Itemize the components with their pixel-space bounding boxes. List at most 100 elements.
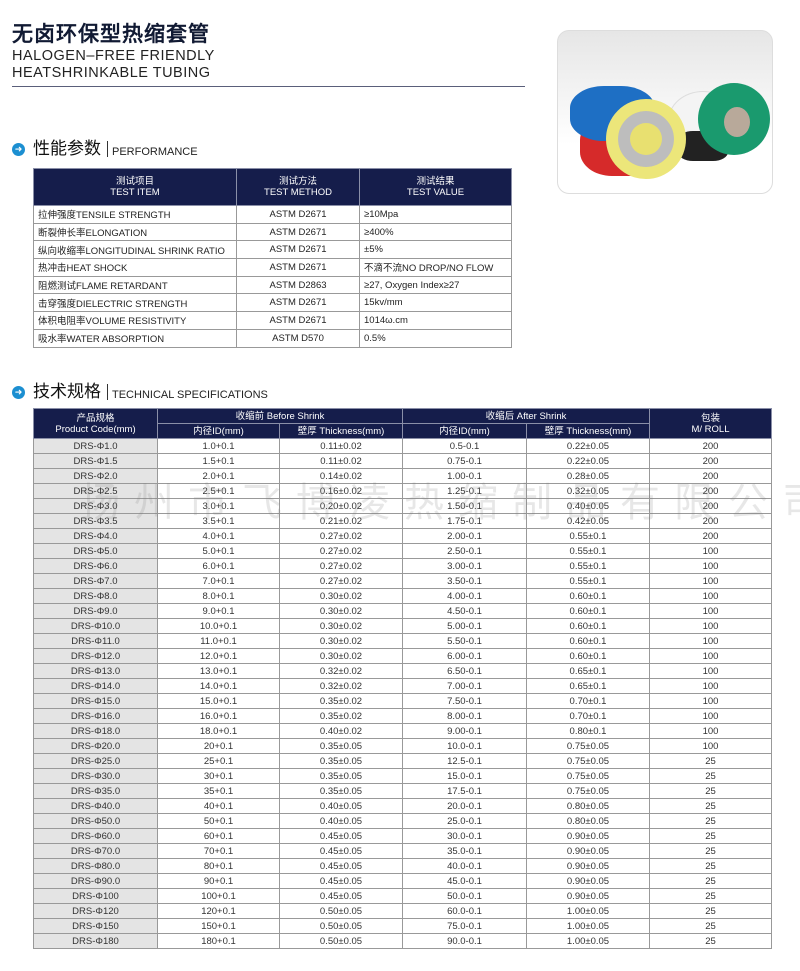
table-cell: 0.75±0.05 <box>526 738 650 754</box>
page-title: 无卤环保型热缩套管 <box>12 22 210 46</box>
table-cell: 5.50-0.1 <box>402 633 527 649</box>
table-row: DRS-Φ80.0 80+0.1 0.45±0.05 40.0-0.1 0.90±0.0… <box>33 858 772 874</box>
table-cell: 0.40±0.05 <box>279 798 403 814</box>
table-cell: ASTM D2671 <box>236 258 360 277</box>
table-cell: 150+0.1 <box>157 918 280 934</box>
table-cell: ASTM D2671 <box>236 293 360 313</box>
table-cell: 25 <box>649 768 772 784</box>
table-cell: 12.5-0.1 <box>402 753 527 769</box>
table-row: 吸水率WATER ABSORPTION ASTM D570 0.5% <box>33 328 512 348</box>
table-cell: 13.0+0.1 <box>157 663 280 679</box>
table-cell: 8.0+0.1 <box>157 588 280 604</box>
table-cell: 0.90±0.05 <box>526 843 650 859</box>
table-row: 纵向收缩率LONGITUDINAL SHRINK RATIO ASTM D2671… <box>33 240 512 260</box>
table-cell: DRS-Φ3.0 <box>33 498 158 514</box>
table-row: 拉伸强度TENSILE STRENGTH ASTM D2671 ≥10Mpa <box>33 205 512 224</box>
table-cell: 25 <box>649 888 772 904</box>
table-cell: 15.0+0.1 <box>157 693 280 709</box>
table-cell: 0.27±0.02 <box>279 558 403 574</box>
table-cell: DRS-Φ40.0 <box>33 798 158 814</box>
table-cell: 0.32±0.02 <box>279 678 403 694</box>
table-cell: 7.50-0.1 <box>402 693 527 709</box>
table-cell: 8.00-0.1 <box>402 708 527 724</box>
table-cell: 200 <box>649 438 772 454</box>
column-header-thickness-before: 壁厚 Thickness(mm) <box>279 423 403 439</box>
table-cell: DRS-Φ25.0 <box>33 753 158 769</box>
arrow-bullet-icon: ➜ <box>12 386 25 399</box>
table-cell: DRS-Φ1.5 <box>33 453 158 469</box>
table-cell: 3.5+0.1 <box>157 513 280 529</box>
table-row: DRS-Φ4.0 4.0+0.1 0.27±0.02 2.00-0.1 0.55±0.1… <box>33 528 772 544</box>
table-cell: DRS-Φ1.0 <box>33 438 158 454</box>
table-cell: ASTM D570 <box>236 328 360 348</box>
table-cell: 3.0+0.1 <box>157 498 280 514</box>
table-row: 击穿强度DIELECTRIC STRENGTH ASTM D2671 15kv/mm <box>33 293 512 313</box>
table-row: DRS-Φ12.0 12.0+0.1 0.30±0.02 6.00-0.1 0.60±0… <box>33 648 772 664</box>
table-cell: 50+0.1 <box>157 813 280 829</box>
table-row: DRS-Φ16.0 16.0+0.1 0.35±0.02 8.00-0.1 0.70±0… <box>33 708 772 724</box>
table-cell: 100 <box>649 663 772 679</box>
table-cell: 6.0+0.1 <box>157 558 280 574</box>
table-cell: 60.0-0.1 <box>402 903 527 919</box>
table-row: DRS-Φ18.0 18.0+0.1 0.40±0.02 9.00-0.1 0.80±0… <box>33 723 772 739</box>
table-cell: 0.60±0.1 <box>526 648 650 664</box>
table-cell: 0.75±0.05 <box>526 768 650 784</box>
table-cell: 100 <box>649 633 772 649</box>
table-cell: 断裂伸长率ELONGATION <box>33 222 237 242</box>
table-row: DRS-Φ5.0 5.0+0.1 0.27±0.02 2.50-0.1 0.55±0.1… <box>33 543 772 559</box>
table-cell: 40+0.1 <box>157 798 280 814</box>
table-cell: 0.30±0.02 <box>279 603 403 619</box>
table-cell: 0.75-0.1 <box>402 453 527 469</box>
table-cell: 100 <box>649 603 772 619</box>
table-cell: DRS-Φ20.0 <box>33 738 158 754</box>
table-cell: 100 <box>649 543 772 559</box>
table-cell: 5.0+0.1 <box>157 543 280 559</box>
table-cell: ASTM D2671 <box>236 205 360 224</box>
table-row: DRS-Φ10.0 10.0+0.1 0.30±0.02 5.00-0.1 0.60±0… <box>33 618 772 634</box>
table-cell: 热冲击HEAT SHOCK <box>33 258 237 277</box>
table-cell: 0.40±0.02 <box>279 723 403 739</box>
table-cell: ≥10Mpa <box>359 205 512 224</box>
table-cell: 2.50-0.1 <box>402 543 527 559</box>
table-cell: 0.20±0.02 <box>279 498 403 514</box>
table-cell: 100 <box>649 708 772 724</box>
table-cell: DRS-Φ80.0 <box>33 858 158 874</box>
table-cell: 2.5+0.1 <box>157 483 280 499</box>
column-header-roll: 包装 M/ ROLL <box>649 408 772 439</box>
table-cell: 9.00-0.1 <box>402 723 527 739</box>
table-cell: DRS-Φ8.0 <box>33 588 158 604</box>
table-cell: 14.0+0.1 <box>157 678 280 694</box>
table-cell: 3.50-0.1 <box>402 573 527 589</box>
table-cell: 100 <box>649 618 772 634</box>
table-cell: 200 <box>649 513 772 529</box>
column-header-test-value: 测试结果 TEST VALUE <box>359 168 512 206</box>
table-cell: 0.75±0.05 <box>526 753 650 769</box>
table-cell: 0.27±0.02 <box>279 528 403 544</box>
table-cell: 0.80±0.05 <box>526 813 650 829</box>
table-cell: 1.00±0.05 <box>526 903 650 919</box>
column-header-id-before: 内径ID(mm) <box>157 423 280 439</box>
table-cell: 25 <box>649 843 772 859</box>
table-cell: 0.30±0.02 <box>279 648 403 664</box>
table-cell: ≥400% <box>359 222 512 242</box>
table-cell: 25+0.1 <box>157 753 280 769</box>
table-row: 断裂伸长率ELONGATION ASTM D2671 ≥400% <box>33 222 512 242</box>
table-row: DRS-Φ6.0 6.0+0.1 0.27±0.02 3.00-0.1 0.55±0.1… <box>33 558 772 574</box>
subtitle-line-1: HALOGEN–FREE FRIENDLY <box>12 48 215 64</box>
table-cell: 75.0-0.1 <box>402 918 527 934</box>
table-row: DRS-Φ120 120+0.1 0.50±0.05 60.0-0.1 1.00±0.0… <box>33 903 772 919</box>
specs-heading: ➜ 技术规格 TECHNICAL SPECIFICATIONS <box>12 377 268 402</box>
table-cell: 25 <box>649 828 772 844</box>
column-header-thickness-after: 壁厚 Thickness(mm) <box>526 423 650 439</box>
specs-table: 产品规格 Product Code(mm) 收缩前 Before Shrink 收… <box>33 408 772 949</box>
table-cell: 纵向收缩率LONGITUDINAL SHRINK RATIO <box>33 240 237 260</box>
table-cell: 25 <box>649 783 772 799</box>
table-cell: 15.0-0.1 <box>402 768 527 784</box>
table-row: DRS-Φ90.0 90+0.1 0.45±0.05 45.0-0.1 0.90±0.0… <box>33 873 772 889</box>
table-cell: 6.50-0.1 <box>402 663 527 679</box>
table-row: DRS-Φ50.0 50+0.1 0.40±0.05 25.0-0.1 0.80±0.0… <box>33 813 772 829</box>
table-cell: 200 <box>649 528 772 544</box>
table-cell: 25 <box>649 918 772 934</box>
table-cell: 0.14±0.02 <box>279 468 403 484</box>
table-row: DRS-Φ9.0 9.0+0.1 0.30±0.02 4.50-0.1 0.60±0.1… <box>33 603 772 619</box>
